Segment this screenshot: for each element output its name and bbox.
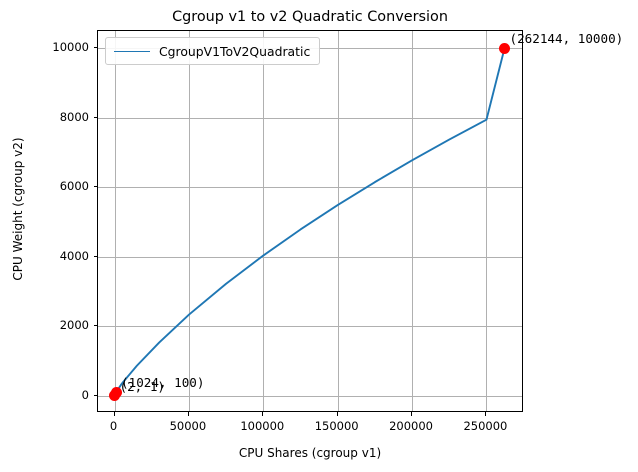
y-tick-label: 6000 — [59, 179, 89, 194]
gridline-horizontal — [98, 256, 522, 258]
y-tick-mark — [93, 325, 97, 327]
chart-legend[interactable]: CgroupV1ToV2Quadratic — [105, 37, 321, 65]
y-axis-label: CPU Weight (cgroup v2) — [11, 137, 25, 281]
plot-area[interactable]: (2, 1) (1024, 100) (262144, 10000) CgroupV… — [97, 30, 623, 412]
gridline-vertical — [263, 31, 265, 411]
gridline-horizontal — [98, 395, 522, 397]
x-tick-mark — [113, 412, 115, 416]
data-point-annotation: (2, 1) — [119, 378, 166, 394]
data-point-annotation: (262144, 10000) — [509, 31, 624, 47]
gridline-vertical — [412, 31, 414, 411]
y-tick-label: 0 — [81, 387, 89, 402]
gridline-vertical — [486, 31, 488, 411]
x-axis-label: CPU Shares (cgroup v1) — [238, 446, 382, 460]
y-tick-mark — [93, 116, 97, 118]
x-tick-label: 200000 — [389, 419, 433, 433]
y-tick-label: 2000 — [59, 318, 89, 333]
data-point-marker[interactable] — [499, 42, 510, 54]
x-tick-mark — [411, 412, 413, 416]
x-tick-mark — [336, 412, 338, 416]
x-tick-mark — [187, 412, 189, 416]
y-tick-label: 10000 — [52, 40, 89, 55]
y-tick-label: 4000 — [59, 248, 89, 263]
gridline-vertical — [188, 31, 190, 411]
x-tick-label: 0 — [109, 419, 118, 433]
y-tick-mark — [93, 186, 97, 188]
gridline-vertical — [114, 31, 116, 411]
legend-item-label: CgroupV1ToV2Quadratic — [159, 43, 311, 59]
y-tick-mark — [93, 47, 97, 49]
x-tick-label: 150000 — [314, 419, 359, 433]
legend-line-swatch — [114, 50, 150, 52]
x-tick-mark — [485, 412, 487, 416]
series-curve-svg — [113, 47, 506, 397]
data-point-annotation: (1024, 100) — [121, 375, 205, 391]
y-tick-mark — [93, 255, 97, 257]
y-tick-label: 8000 — [59, 109, 89, 124]
gridline-horizontal — [98, 326, 522, 328]
gridline-vertical — [337, 31, 339, 411]
x-tick-label: 100000 — [240, 419, 285, 433]
series-line-cgroupv1tov2quadratic — [113, 47, 506, 397]
plot-clip — [98, 31, 522, 411]
chart-title: Cgroup v1 to v2 Quadratic Conversion — [172, 9, 448, 25]
gridline-horizontal — [98, 117, 522, 119]
x-tick-mark — [262, 412, 264, 416]
data-point-marker[interactable] — [110, 386, 122, 398]
x-tick-label: 250000 — [463, 419, 508, 433]
y-tick-mark — [93, 394, 97, 396]
gridline-horizontal — [98, 187, 522, 189]
x-tick-label: 50000 — [169, 419, 207, 433]
